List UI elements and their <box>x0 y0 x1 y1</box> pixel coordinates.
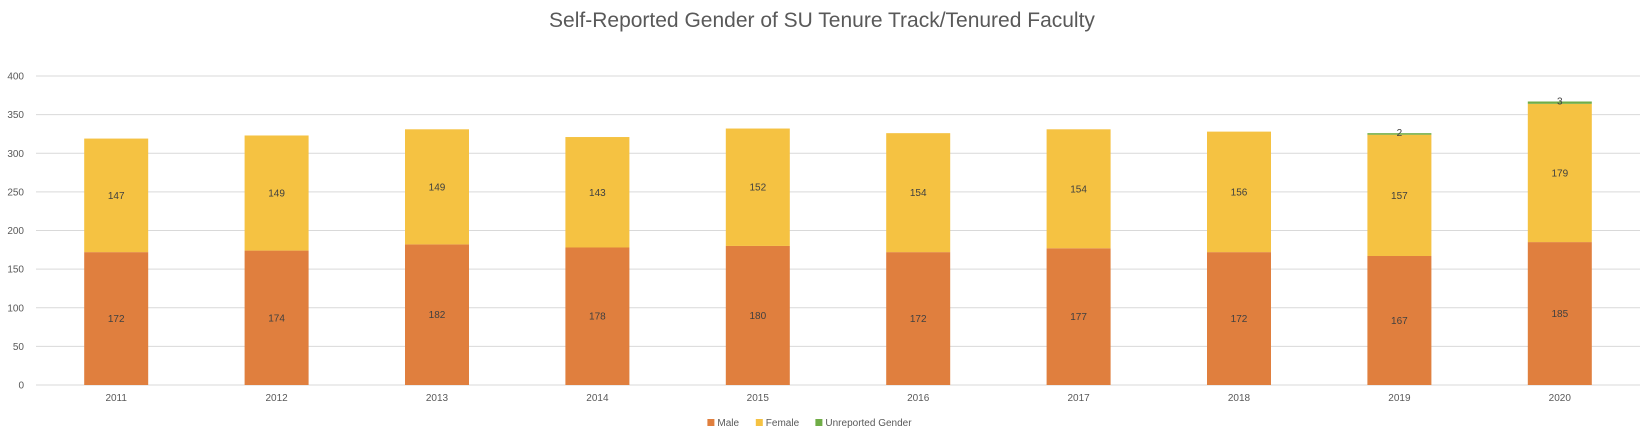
bar-female-2017 <box>1046 129 1111 249</box>
data-labels: 172 147 174 149 182 149 178 143 180 152 172 154 177 1… <box>108 96 1569 327</box>
data-label: 152 <box>749 183 766 194</box>
bar-male-2020 <box>1527 242 1592 385</box>
bar-female-2012 <box>244 135 309 251</box>
bar-male-2013 <box>405 244 469 385</box>
x-tick-label: 2014 <box>586 393 609 404</box>
data-label: 149 <box>429 182 446 193</box>
chart-title: Self-Reported Gender of SU Tenure Track/… <box>549 9 1095 32</box>
legend-label: Male <box>717 418 739 429</box>
data-label: 143 <box>589 188 606 199</box>
bars <box>84 101 1592 385</box>
x-axis: 2011 2012 2013 2014 2015 2016 2017 2018 2019 2020 <box>105 393 1571 404</box>
data-label: 172 <box>108 314 125 325</box>
bar-male-2014 <box>565 247 630 385</box>
data-label: 2 <box>1397 128 1403 139</box>
legend-label: Female <box>766 418 800 429</box>
bar-female-2016 <box>886 133 951 253</box>
data-label: 182 <box>429 310 446 321</box>
data-label: 185 <box>1551 309 1568 320</box>
y-tick-label: 200 <box>7 226 24 237</box>
data-label: 157 <box>1391 191 1408 202</box>
data-label: 3 <box>1557 96 1563 107</box>
data-label: 172 <box>910 314 927 325</box>
bar-female-2011 <box>84 138 149 253</box>
y-tick-label: 250 <box>7 187 24 198</box>
x-tick-label: 2015 <box>747 393 770 404</box>
bar-female-2018 <box>1207 131 1271 253</box>
bar-male-2019 <box>1367 255 1432 385</box>
y-tick-label: 50 <box>13 342 25 353</box>
data-label: 149 <box>268 189 285 200</box>
x-tick-label: 2012 <box>265 393 288 404</box>
y-tick-label: 300 <box>7 149 24 160</box>
data-label: 177 <box>1070 312 1087 323</box>
x-tick-label: 2011 <box>105 393 127 404</box>
y-tick-label: 400 <box>7 72 24 83</box>
bar-female-2015 <box>725 128 790 246</box>
x-tick-label: 2016 <box>907 393 930 404</box>
legend-label: Unreported Gender <box>825 418 912 429</box>
legend: Male Female Unreported Gender <box>707 418 912 429</box>
y-tick-label: 150 <box>7 265 24 276</box>
x-tick-label: 2013 <box>426 393 449 404</box>
legend-swatch-male <box>707 419 715 426</box>
y-tick-label: 350 <box>7 110 24 121</box>
data-label: 154 <box>910 188 927 199</box>
bar-male-2016 <box>886 252 951 385</box>
y-tick-label: 100 <box>7 303 24 314</box>
bar-female-2013 <box>405 129 469 245</box>
x-tick-label: 2020 <box>1549 393 1572 404</box>
data-label: 167 <box>1391 316 1408 327</box>
data-label: 172 <box>1231 314 1248 325</box>
x-tick-label: 2017 <box>1067 393 1090 404</box>
bar-male-2017 <box>1046 248 1111 385</box>
data-label: 154 <box>1070 184 1087 195</box>
bar-female-2019 <box>1367 134 1432 256</box>
bar-unreported-gender-2019 <box>1367 133 1432 135</box>
data-label: 179 <box>1551 168 1568 179</box>
y-axis: 0 50 100 150 200 250 300 350 400 <box>7 72 24 392</box>
bar-male-2012 <box>244 250 309 385</box>
y-tick-label: 0 <box>18 381 24 392</box>
legend-swatch-female <box>755 419 763 426</box>
x-tick-label: 2018 <box>1228 393 1251 404</box>
data-label: 180 <box>749 311 766 322</box>
bar-male-2018 <box>1207 252 1271 385</box>
data-label: 147 <box>108 191 125 202</box>
bar-female-2014 <box>565 137 630 248</box>
data-label: 156 <box>1231 187 1248 198</box>
bar-female-2020 <box>1527 103 1592 243</box>
bar-male-2015 <box>725 245 790 385</box>
bar-male-2011 <box>84 252 149 385</box>
bar-unreported-gender-2020 <box>1527 101 1592 104</box>
data-label: 174 <box>268 313 285 324</box>
x-tick-label: 2019 <box>1388 393 1411 404</box>
data-label: 178 <box>589 312 606 323</box>
legend-swatch-unreported-gender <box>815 419 823 426</box>
